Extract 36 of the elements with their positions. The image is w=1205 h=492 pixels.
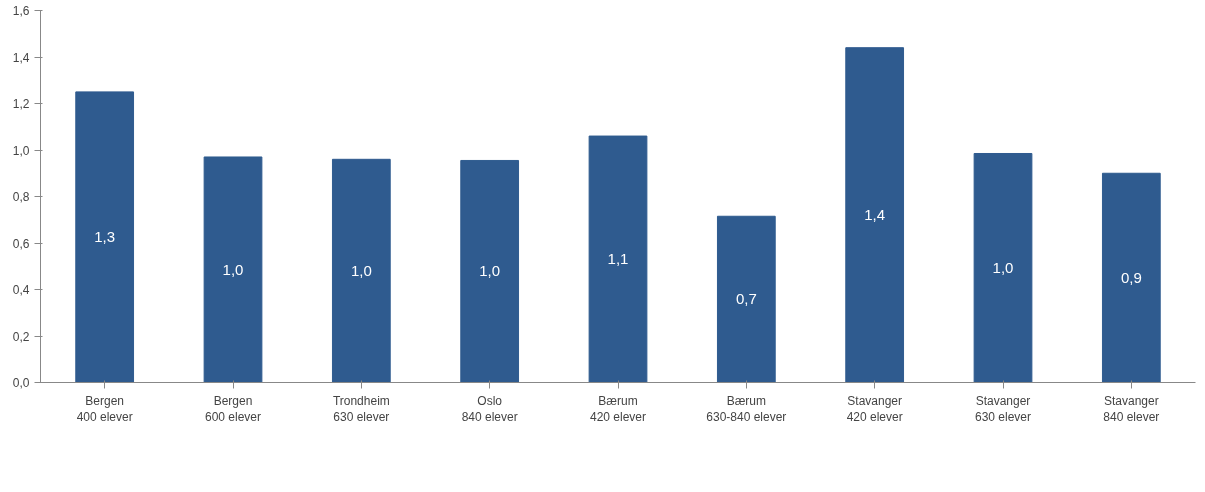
bar xyxy=(588,135,648,383)
bar xyxy=(716,215,776,383)
bar xyxy=(75,91,135,383)
data-label: 1,0 xyxy=(350,261,372,279)
bar xyxy=(1101,172,1161,383)
y-tick-label: 1,6 xyxy=(12,4,30,18)
x-tick-label: Bergen 400 elever xyxy=(76,393,133,425)
y-tick-label: 1,2 xyxy=(12,97,30,111)
data-label: 1,1 xyxy=(607,250,629,268)
y-tick-label: 0,6 xyxy=(12,236,30,251)
bar xyxy=(845,47,905,383)
y-tick-label: 0,0 xyxy=(12,376,30,390)
bar xyxy=(460,159,520,383)
x-tick-label: Stavanger 840 elever xyxy=(1103,393,1160,425)
x-tick-label: Stavanger 630 elever xyxy=(974,393,1032,425)
data-label: 0,7 xyxy=(735,290,757,308)
x-tick-label: Bærum 630-840 elever xyxy=(706,393,787,425)
y-tick-label: 1,0 xyxy=(12,143,30,158)
data-label: 1,0 xyxy=(992,258,1014,276)
data-label: 0,9 xyxy=(1120,268,1142,286)
x-tick-label: Bergen 600 elever xyxy=(204,393,262,425)
y-tick-label: 0,4 xyxy=(12,283,30,297)
y-tick-label: 1,4 xyxy=(12,50,30,65)
data-label: 1,3 xyxy=(94,228,116,246)
y-tick-label: 0,2 xyxy=(12,329,30,344)
x-tick-label: Bærum 420 elever xyxy=(589,393,647,425)
bar xyxy=(203,156,263,383)
bar xyxy=(331,158,391,383)
y-tick-label: 0,8 xyxy=(12,190,30,204)
data-label: 1,4 xyxy=(864,206,886,224)
x-tick-label: Oslo 840 elever xyxy=(461,393,518,425)
x-tick-label: Trondheim 630 elever xyxy=(332,393,390,425)
data-label: 1,0 xyxy=(222,260,244,278)
x-tick-label: Stavanger 420 elever xyxy=(846,393,903,425)
data-label: 1,0 xyxy=(479,262,501,280)
bar xyxy=(973,152,1033,383)
